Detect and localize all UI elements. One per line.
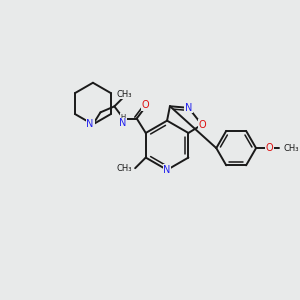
- Text: O: O: [198, 120, 206, 130]
- Text: N: N: [86, 119, 94, 129]
- Text: N: N: [164, 165, 171, 175]
- Text: O: O: [142, 100, 149, 110]
- Text: O: O: [266, 143, 273, 153]
- Text: N: N: [185, 103, 192, 113]
- Text: H: H: [121, 114, 126, 120]
- Text: N: N: [119, 118, 126, 128]
- Text: CH₃: CH₃: [284, 144, 299, 153]
- Text: N: N: [87, 119, 95, 129]
- Text: CH₃: CH₃: [117, 90, 132, 99]
- Text: CH₃: CH₃: [117, 164, 132, 173]
